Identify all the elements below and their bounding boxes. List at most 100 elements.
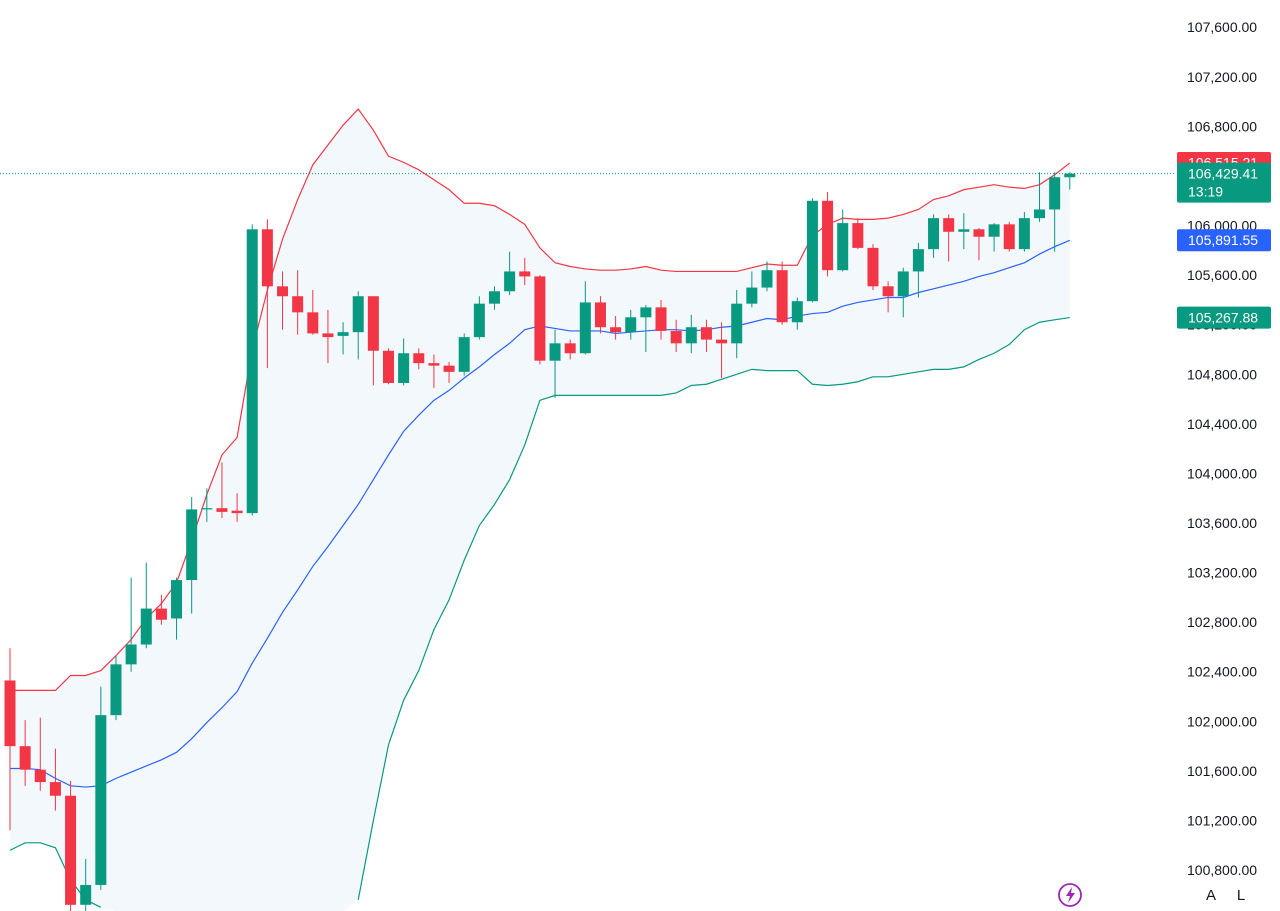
candle-body bbox=[700, 327, 712, 340]
candle-body bbox=[882, 286, 894, 297]
candle bbox=[534, 275, 546, 365]
candle-body bbox=[4, 680, 16, 747]
candle bbox=[1064, 172, 1076, 190]
candle bbox=[322, 309, 334, 364]
y-tick-label: 102,000.00 bbox=[1187, 713, 1257, 729]
price-tag-box bbox=[1177, 162, 1271, 203]
candle bbox=[655, 299, 667, 340]
candle-body bbox=[155, 608, 167, 620]
candle bbox=[973, 228, 985, 261]
candle-body bbox=[49, 782, 61, 796]
candle bbox=[488, 286, 500, 310]
candle-body bbox=[943, 218, 955, 232]
plot-area bbox=[0, 108, 1175, 911]
candle bbox=[155, 594, 167, 625]
candle bbox=[171, 577, 183, 640]
candle-body bbox=[216, 508, 228, 512]
candle-body bbox=[534, 276, 546, 361]
candle bbox=[579, 281, 591, 355]
candle bbox=[943, 214, 955, 262]
candle-body bbox=[958, 229, 970, 232]
candle bbox=[897, 267, 909, 318]
candle-body bbox=[791, 301, 803, 323]
candle bbox=[867, 244, 879, 291]
alert-icon-ring bbox=[1058, 883, 1082, 907]
price-tag-label: 106,429.41 bbox=[1188, 165, 1258, 181]
candle bbox=[307, 290, 319, 335]
candle bbox=[201, 488, 213, 522]
price-tag-box bbox=[1177, 306, 1271, 329]
candle-body bbox=[307, 312, 319, 334]
y-tick-label: 104,400.00 bbox=[1187, 416, 1257, 432]
candle-body bbox=[443, 365, 455, 372]
band-fill bbox=[10, 109, 1070, 911]
candle-body bbox=[867, 247, 879, 287]
candle bbox=[246, 224, 258, 516]
candle bbox=[458, 333, 470, 376]
candle-body bbox=[277, 286, 289, 297]
candle-body bbox=[746, 287, 758, 304]
candle-body bbox=[761, 270, 773, 288]
y-tick-label: 107,200.00 bbox=[1187, 69, 1257, 85]
candle bbox=[4, 648, 16, 831]
candle-body bbox=[19, 746, 31, 770]
candle-body bbox=[337, 332, 349, 336]
candle-body bbox=[897, 271, 909, 297]
candle bbox=[140, 562, 152, 649]
price-axis: 100,800.00 101,200.00 101,600.00 102,000.00… bbox=[1177, 19, 1271, 878]
candle-body bbox=[95, 715, 107, 885]
candle bbox=[882, 281, 894, 313]
candle bbox=[186, 497, 198, 614]
candle-body bbox=[261, 229, 273, 287]
candle-body bbox=[367, 296, 379, 351]
price-tag-box bbox=[1177, 229, 1271, 252]
candle bbox=[700, 319, 712, 353]
candle bbox=[1034, 172, 1046, 222]
scale-button[interactable]: L bbox=[1237, 887, 1245, 904]
candle-body bbox=[34, 769, 46, 783]
candle-body bbox=[140, 608, 152, 645]
candle-body bbox=[65, 795, 77, 905]
candle-body bbox=[352, 296, 364, 333]
candle bbox=[277, 271, 289, 330]
candle-body bbox=[685, 327, 697, 344]
candle bbox=[413, 348, 425, 370]
candle bbox=[49, 748, 61, 811]
candle-body bbox=[80, 884, 92, 905]
candle bbox=[670, 319, 682, 353]
candle-body bbox=[1003, 224, 1015, 250]
scale-button[interactable]: A bbox=[1206, 887, 1216, 904]
candle bbox=[594, 296, 606, 334]
candle bbox=[367, 296, 379, 386]
candle bbox=[610, 316, 622, 340]
price-tag: 106,429.41 13:19 bbox=[1177, 162, 1271, 203]
candle-body bbox=[1049, 177, 1061, 210]
candle-body bbox=[610, 327, 622, 333]
candle-body bbox=[398, 353, 410, 383]
candle bbox=[125, 577, 137, 672]
candle bbox=[640, 304, 652, 353]
candle bbox=[806, 198, 818, 303]
candle-body bbox=[488, 291, 500, 304]
candle bbox=[337, 322, 349, 355]
y-tick-label: 105,600.00 bbox=[1187, 267, 1257, 283]
candle-body bbox=[594, 302, 606, 328]
candle-body bbox=[852, 223, 864, 248]
alert-icon[interactable] bbox=[1058, 883, 1082, 907]
candle-body bbox=[928, 218, 940, 250]
candle-body bbox=[564, 343, 576, 354]
candle bbox=[216, 462, 228, 519]
candle-body bbox=[731, 303, 743, 344]
candle bbox=[519, 257, 531, 286]
candle-body bbox=[837, 223, 849, 271]
y-tick-label: 106,800.00 bbox=[1187, 118, 1257, 134]
candle bbox=[65, 780, 77, 911]
candle-body bbox=[912, 249, 924, 272]
candle-body bbox=[292, 296, 304, 313]
price-tag-label: 105,891.55 bbox=[1188, 232, 1258, 248]
candle-body bbox=[383, 350, 394, 383]
candle-body bbox=[973, 229, 985, 237]
candle bbox=[428, 354, 440, 388]
candle bbox=[110, 655, 122, 721]
